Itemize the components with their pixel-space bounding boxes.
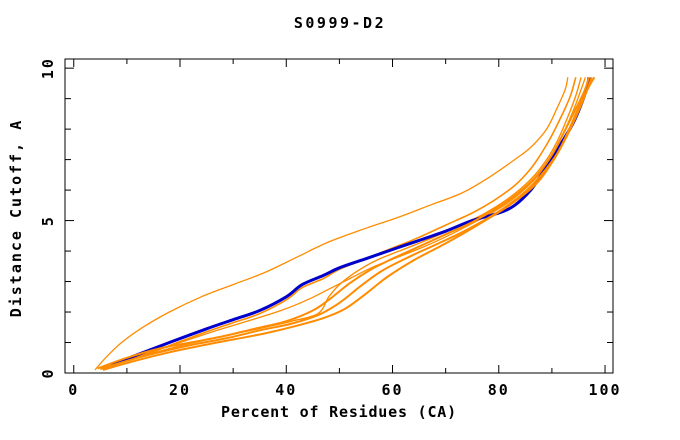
x-tick-label: 20 [169,381,191,399]
curve-orange-6 [105,77,582,369]
curve-orange-4 [100,76,596,370]
curve-orange-2 [100,77,577,370]
curve-orange-5 [102,76,593,371]
chart-title: S0999-D2 [293,14,387,32]
x-tick-label: 100 [588,381,621,399]
curve-orange-7 [108,77,587,368]
curve-blue-highlighted [110,77,591,367]
y-tick-label: 10 [39,57,57,79]
curve-orange-outlier [94,77,569,371]
x-tick-label: 80 [488,381,510,399]
y-tick-label: 5 [39,215,57,226]
x-axis-label: Percent of Residues (CA) [221,403,457,421]
curve-orange-3 [97,76,591,370]
x-tick-label: 40 [275,381,297,399]
y-axis-label: Distance Cutoff, A [7,118,25,318]
x-tick-label: 0 [68,381,79,399]
x-tick-label: 60 [381,381,403,399]
y-tick-label: 0 [39,367,57,378]
plot-border [64,58,614,374]
